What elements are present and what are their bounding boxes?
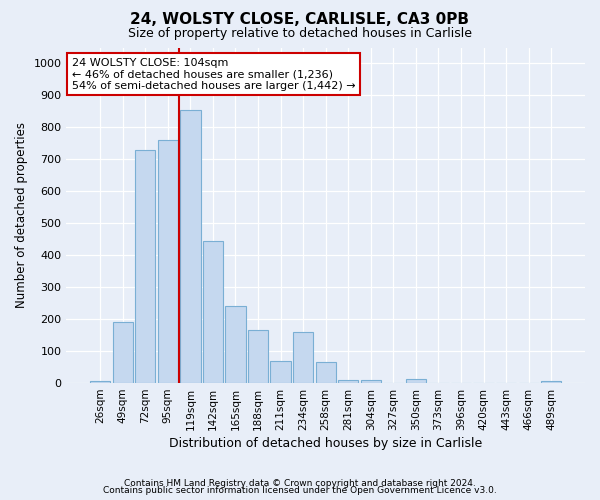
Bar [226, 306, 245, 383]
Text: 24, WOLSTY CLOSE, CARLISLE, CA3 0PB: 24, WOLSTY CLOSE, CARLISLE, CA3 0PB [131, 12, 470, 28]
Y-axis label: Number of detached properties: Number of detached properties [15, 122, 28, 308]
Text: 24 WOLSTY CLOSE: 104sqm
← 46% of detached houses are smaller (1,236)
54% of semi: 24 WOLSTY CLOSE: 104sqm ← 46% of detache… [71, 58, 355, 91]
Bar [271, 360, 291, 383]
Text: Contains HM Land Registry data © Crown copyright and database right 2024.: Contains HM Land Registry data © Crown c… [124, 478, 476, 488]
Bar [180, 110, 200, 383]
Bar [248, 330, 268, 383]
Bar [90, 380, 110, 383]
Text: Contains public sector information licensed under the Open Government Licence v3: Contains public sector information licen… [103, 486, 497, 495]
Bar [293, 332, 313, 383]
Bar [406, 379, 426, 383]
Bar [316, 362, 336, 383]
Bar [113, 322, 133, 383]
Bar [338, 380, 358, 383]
Text: Size of property relative to detached houses in Carlisle: Size of property relative to detached ho… [128, 28, 472, 40]
Bar [541, 380, 562, 383]
Bar [361, 380, 381, 383]
X-axis label: Distribution of detached houses by size in Carlisle: Distribution of detached houses by size … [169, 437, 482, 450]
Bar [203, 241, 223, 383]
Bar [158, 140, 178, 383]
Bar [135, 150, 155, 383]
